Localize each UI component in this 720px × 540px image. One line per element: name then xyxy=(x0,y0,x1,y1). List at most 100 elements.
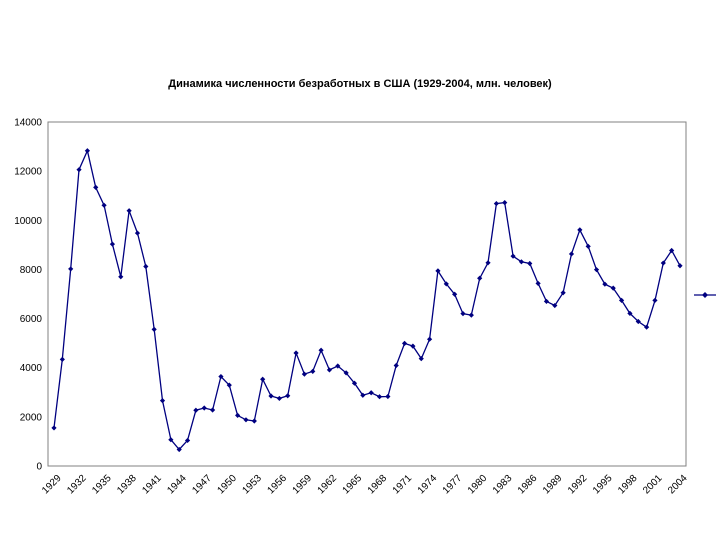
data-point xyxy=(243,417,249,423)
data-point xyxy=(209,407,216,413)
data-point xyxy=(452,291,458,297)
data-point xyxy=(593,267,600,273)
data-point xyxy=(301,371,307,377)
y-tick-label: 6000 xyxy=(20,314,43,325)
data-point xyxy=(310,368,316,374)
x-tick-label: 1989 xyxy=(541,473,565,497)
data-point xyxy=(560,290,566,296)
data-point xyxy=(134,230,141,236)
data-point xyxy=(418,356,424,362)
x-tick-label: 1932 xyxy=(65,473,89,497)
data-point xyxy=(627,310,633,317)
data-point xyxy=(235,412,241,418)
data-point xyxy=(318,347,324,353)
data-point xyxy=(660,260,666,266)
data-point xyxy=(435,268,441,274)
data-point xyxy=(385,393,391,400)
data-point xyxy=(652,297,658,303)
data-point xyxy=(51,425,57,431)
data-point xyxy=(468,312,474,318)
data-point xyxy=(109,241,116,247)
data-point xyxy=(427,336,433,342)
plot-area xyxy=(47,121,687,467)
data-point xyxy=(527,260,533,267)
data-point xyxy=(93,184,99,190)
data-point xyxy=(268,393,274,399)
x-tick-label: 1959 xyxy=(291,473,315,497)
y-tick-label: 4000 xyxy=(20,363,43,374)
y-tick-label: 10000 xyxy=(14,216,42,227)
data-point xyxy=(101,202,107,208)
data-point xyxy=(59,356,65,362)
data-point xyxy=(285,393,291,399)
data-point xyxy=(143,263,149,270)
data-point xyxy=(360,392,366,398)
data-point xyxy=(176,446,182,453)
data-point xyxy=(218,373,224,380)
data-point xyxy=(276,395,282,402)
y-tick-label: 0 xyxy=(36,462,42,473)
data-point xyxy=(343,370,349,376)
data-point xyxy=(585,243,591,249)
x-tick-label: 1971 xyxy=(391,473,415,497)
data-point xyxy=(76,167,82,173)
data-point xyxy=(568,251,575,257)
x-tick-label: 1998 xyxy=(616,473,640,497)
data-point xyxy=(610,285,616,291)
data-point xyxy=(602,281,608,287)
data-point xyxy=(618,297,625,303)
data-point xyxy=(502,199,508,206)
x-tick-label: 1935 xyxy=(90,473,114,497)
x-tick-label: 2001 xyxy=(641,473,665,497)
legend-marker xyxy=(702,292,708,298)
x-tick-label: 1950 xyxy=(215,473,239,497)
x-tick-label: 2004 xyxy=(666,473,690,497)
y-tick-label: 8000 xyxy=(20,265,43,276)
data-point xyxy=(260,376,266,382)
data-point xyxy=(510,253,516,259)
x-tick-label: 1965 xyxy=(341,473,365,497)
data-point xyxy=(376,394,383,400)
x-tick-label: 1977 xyxy=(441,473,465,497)
data-point xyxy=(535,280,541,287)
x-tick-label: 1986 xyxy=(516,473,540,497)
x-tick-label: 1974 xyxy=(416,473,440,497)
x-tick-label: 1944 xyxy=(165,473,189,497)
x-tick-label: 1941 xyxy=(140,473,164,497)
x-tick-label: 1968 xyxy=(366,473,390,497)
data-point xyxy=(126,208,132,214)
data-point xyxy=(393,362,399,369)
data-point xyxy=(543,298,550,304)
data-point xyxy=(577,227,583,233)
x-axis: 1929 1932 1935 1938 1941 1944 1947 1950 1953 1956… xyxy=(40,473,690,497)
x-tick-label: 1962 xyxy=(316,473,340,497)
data-point xyxy=(168,437,174,443)
data-point xyxy=(518,259,525,265)
x-tick-label: 1980 xyxy=(466,473,490,497)
data-point xyxy=(368,390,374,396)
data-point xyxy=(552,302,558,309)
y-tick-label: 2000 xyxy=(20,412,43,423)
data-point xyxy=(485,260,491,266)
data-point xyxy=(351,380,358,386)
data-point xyxy=(184,437,191,444)
series-line xyxy=(53,148,681,451)
data-point xyxy=(644,324,650,330)
x-tick-label: 1995 xyxy=(591,473,615,497)
data-point xyxy=(293,350,299,356)
x-tick-label: 1938 xyxy=(115,473,139,497)
x-tick-label: 1947 xyxy=(190,473,214,497)
x-tick-label: 1929 xyxy=(40,473,64,497)
chart-title: Динамика численности безработных в США (… xyxy=(168,78,552,90)
data-point xyxy=(477,275,483,281)
x-tick-label: 1983 xyxy=(491,473,515,497)
x-tick-label: 1953 xyxy=(240,473,264,497)
data-point xyxy=(669,247,675,254)
data-point xyxy=(84,148,90,154)
x-tick-label: 1956 xyxy=(265,473,289,497)
data-point xyxy=(335,363,341,369)
y-axis: 0 2000 4000 6000 8000 10000 12000 14000 xyxy=(14,118,42,473)
x-tick-label: 1992 xyxy=(566,473,590,497)
data-point xyxy=(401,340,408,346)
